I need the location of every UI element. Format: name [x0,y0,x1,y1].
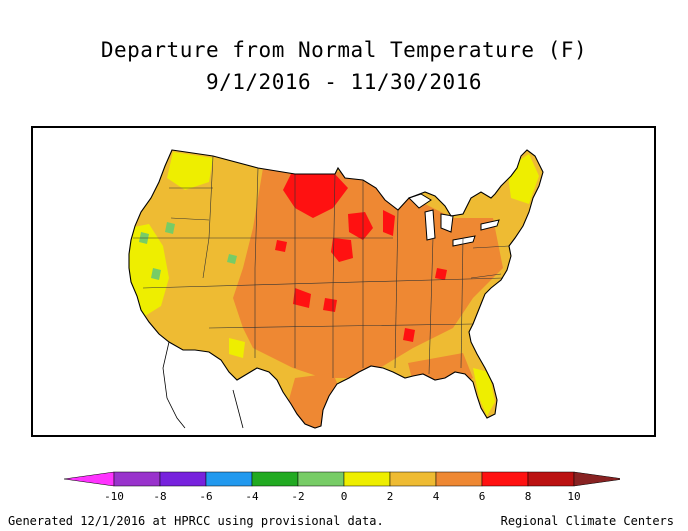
footer-generated-note: Generated 12/1/2016 at HPRCC using provi… [8,514,384,528]
map-title: Departure from Normal Temperature (F) [100,38,588,62]
map-date-range: 9/1/2016 - 11/30/2016 [205,70,482,94]
legend-swatch [481,471,529,487]
legend-swatch [389,471,437,487]
zone-0-to-2-florida [473,368,495,416]
hotspot-upper-midwest [348,212,373,240]
legend-tick-label: -10 [104,490,124,502]
legend-colorbar: -10 -8 -6 -4 -2 0 2 4 6 8 10 [63,471,625,503]
legend-swatch [527,471,575,487]
legend-swatch [297,471,345,487]
zone-4-to-6 [233,168,503,378]
legend-tick-label: 6 [479,490,486,502]
legend-tick-label: 10 [567,490,580,502]
lake-michigan [424,209,436,241]
lake-erie [452,235,476,247]
hotspot-oklahoma [293,288,311,308]
hotspot-iowa [331,238,353,262]
legend-swatch [205,471,253,487]
legend-swatch [159,471,207,487]
zone-0-to-2-arizona [229,338,245,358]
color-legend: -10 -8 -6 -4 -2 0 2 4 6 8 10 [63,470,625,506]
footer-attribution: Regional Climate Centers [500,514,674,528]
hotspot-carolina [435,268,447,280]
legend-swatch [251,471,299,487]
zone-neg2-to-0-d [227,254,237,264]
legend-tick-label: 2 [387,490,394,502]
legend-swatch [113,471,161,487]
zone-neg2-to-0-c [151,268,161,280]
lake-ontario [480,219,500,231]
legend-tick-label: 4 [433,490,440,502]
mexico-coastline [232,389,244,429]
state-boundaries [133,155,510,378]
legend-tick-label: -2 [291,490,304,502]
baja-coastline [162,341,186,429]
hotspot-nebraska [275,240,287,252]
legend-tick-label: -4 [245,490,259,502]
zone-0-to-2-west-coast [129,224,169,316]
anomaly-shading [129,152,539,428]
map-frame [31,126,656,437]
legend-swatch [63,471,115,487]
legend-tick-label: -8 [153,490,166,502]
temperature-departure-map [128,149,544,429]
legend-swatch [573,471,625,487]
hotspot-north-plains [283,172,348,218]
hotspot-alabama [403,328,415,342]
legend-swatch [343,471,391,487]
lake-huron [440,213,454,233]
zone-4-to-6-texas [288,373,343,428]
legend-tick-label: -6 [199,490,212,502]
hotspot-wisconsin [383,210,395,236]
zone-0-to-2-northwest [167,152,213,190]
hotspot-arkansas [323,298,337,312]
legend-swatch [435,471,483,487]
legend-tick-label: 0 [341,490,348,502]
zone-neg2-to-0-b [165,222,175,234]
legend-tick-label: 8 [525,490,532,502]
